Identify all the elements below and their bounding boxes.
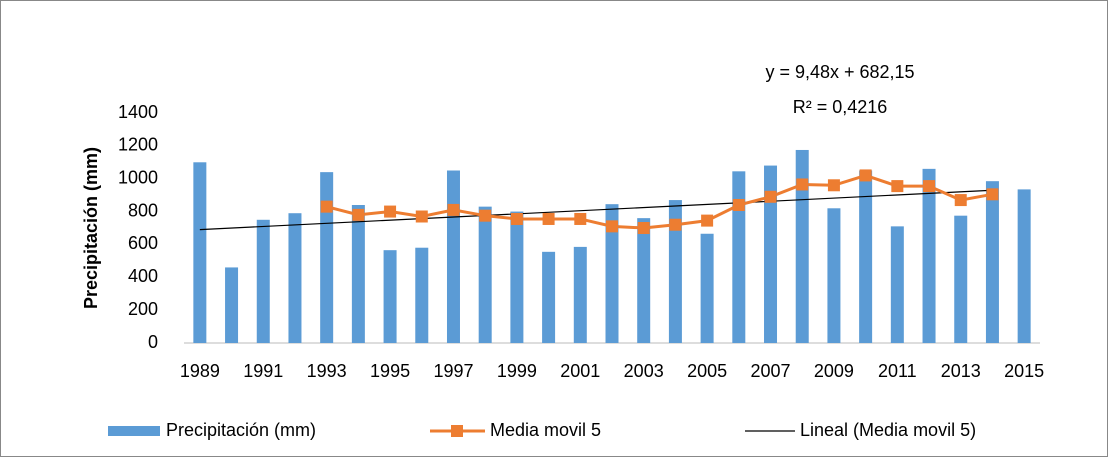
y-axis-label: Precipitación (mm) — [81, 147, 101, 309]
legend-swatch — [451, 425, 463, 437]
x-tick-label: 2011 — [878, 361, 917, 381]
x-tick-label: 2005 — [687, 361, 727, 381]
x-tick-label: 1995 — [370, 361, 410, 381]
bar — [922, 168, 936, 343]
y-tick-label: 800 — [128, 200, 158, 220]
bar — [288, 213, 302, 343]
bar — [827, 208, 841, 343]
marker — [986, 188, 999, 201]
bar — [732, 171, 746, 343]
bar — [890, 226, 904, 343]
bar — [225, 267, 239, 343]
x-tick-label: 2009 — [814, 361, 854, 381]
legend-label: Lineal (Media movil 5) — [800, 420, 976, 440]
y-tick-label: 1400 — [118, 102, 158, 122]
marker — [859, 169, 872, 182]
marker — [542, 212, 555, 225]
marker — [637, 222, 650, 234]
marker — [447, 203, 460, 216]
y-tick-label: 600 — [128, 233, 158, 253]
legend-swatch — [108, 426, 160, 436]
marker — [796, 178, 809, 191]
y-tick-label: 0 — [148, 332, 158, 352]
marker — [764, 190, 777, 203]
marker — [479, 209, 492, 222]
bar — [510, 211, 524, 343]
bar — [700, 233, 714, 343]
marker — [923, 180, 936, 193]
trend-line — [199, 189, 993, 231]
bar — [764, 165, 778, 343]
marker — [384, 205, 397, 218]
bar — [256, 219, 270, 343]
bar — [573, 246, 587, 343]
bar — [478, 206, 492, 343]
x-tick-label: 2015 — [1004, 361, 1044, 381]
bar — [446, 170, 460, 343]
bar — [193, 162, 207, 343]
trend-r2: R² = 0,4216 — [793, 97, 888, 117]
bar — [320, 172, 334, 343]
bar — [1017, 189, 1031, 343]
x-tick-label: 1989 — [180, 361, 220, 381]
y-tick-label: 1000 — [118, 167, 158, 187]
marker — [415, 210, 428, 223]
x-tick-label: 1991 — [243, 361, 283, 381]
bar — [954, 215, 968, 343]
x-tick-label: 1999 — [497, 361, 537, 381]
x-tick-label: 2013 — [941, 361, 981, 381]
marker — [606, 220, 618, 233]
marker — [827, 179, 840, 192]
marker — [891, 180, 904, 193]
marker — [669, 218, 682, 231]
bar — [985, 181, 999, 343]
trend-equation: y = 9,48x + 682,15 — [765, 62, 914, 82]
bar — [637, 218, 651, 343]
line — [326, 173, 993, 230]
legend-label: Precipitación (mm) — [166, 420, 316, 440]
x-tick-label: 2007 — [750, 361, 790, 381]
marker — [732, 199, 745, 211]
legend-label: Media movil 5 — [490, 420, 601, 440]
x-tick-label: 1997 — [433, 361, 473, 381]
y-tick-label: 400 — [128, 266, 158, 286]
bar — [383, 250, 397, 343]
marker — [320, 200, 333, 213]
bar — [415, 247, 429, 343]
marker — [701, 214, 714, 227]
x-tick-label: 2003 — [624, 361, 664, 381]
bar — [668, 200, 682, 343]
marker — [510, 212, 523, 225]
bar — [351, 205, 365, 343]
x-tick-label: 1993 — [307, 361, 347, 381]
bar — [542, 251, 556, 343]
y-tick-label: 1200 — [118, 135, 158, 155]
bar — [795, 149, 809, 343]
marker — [574, 212, 587, 225]
y-tick-label: 200 — [128, 299, 158, 319]
bar — [605, 204, 619, 343]
x-tick-label: 2001 — [560, 361, 600, 381]
marker — [352, 208, 365, 221]
marker — [954, 194, 967, 207]
bar — [859, 170, 873, 343]
